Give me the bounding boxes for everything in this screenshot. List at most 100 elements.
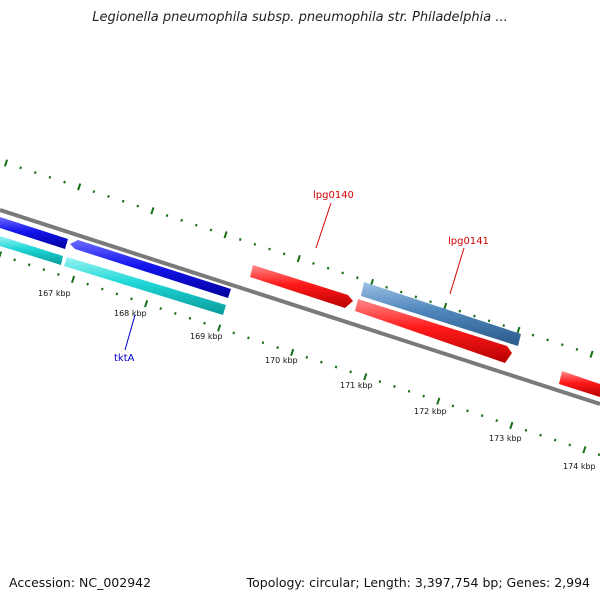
gene-features xyxy=(0,217,600,397)
kbp-labels: 167 kbp 168 kbp 169 kbp 170 kbp 171 kbp … xyxy=(38,289,596,471)
minor-tick xyxy=(27,263,31,267)
rna-feature[interactable] xyxy=(64,257,226,315)
minor-tick xyxy=(560,343,564,347)
minor-tick xyxy=(480,414,484,418)
minor-tick xyxy=(422,394,426,398)
backbone-line xyxy=(0,208,600,406)
major-tick xyxy=(3,159,9,167)
major-tick xyxy=(516,326,521,334)
gene-label-lpg0141[interactable]: lpg0141 xyxy=(448,236,489,247)
minor-tick xyxy=(48,175,52,179)
minor-tick xyxy=(531,333,535,337)
kbp-label: 171 kbp xyxy=(340,381,373,390)
major-tick xyxy=(70,275,76,283)
rna-feature[interactable] xyxy=(0,236,63,265)
minor-tick xyxy=(232,331,236,335)
minor-tick xyxy=(130,297,133,301)
major-tick xyxy=(509,421,514,430)
major-tick xyxy=(363,373,368,381)
minor-tick xyxy=(553,438,557,442)
leader-line xyxy=(449,247,465,295)
minor-tick xyxy=(247,336,250,340)
topology-summary: Topology: circular; Length: 3,397,754 bp… xyxy=(246,575,590,590)
minor-tick xyxy=(194,223,198,227)
minor-tick xyxy=(115,292,119,296)
minor-tick xyxy=(487,319,491,323)
minor-tick xyxy=(13,258,16,262)
kbp-label: 173 kbp xyxy=(489,434,522,443)
accession-text: Accession: NC_002942 xyxy=(9,575,152,590)
minor-tick xyxy=(57,273,60,276)
major-tick xyxy=(296,254,301,263)
major-tick xyxy=(582,446,587,454)
major-tick xyxy=(77,183,82,191)
gene-labels: lpg0140 lpg0141 tktA xyxy=(114,190,489,364)
minor-tick xyxy=(100,287,104,291)
kbp-label: 172 kbp xyxy=(414,407,447,416)
major-tick xyxy=(144,300,149,308)
kbp-label: 174 kbp xyxy=(563,462,596,471)
minor-tick xyxy=(268,247,271,251)
major-tick xyxy=(223,231,228,239)
kbp-label: 168 kbp xyxy=(114,309,147,318)
kbp-label: 170 kbp xyxy=(265,356,298,365)
lpg0141-feature[interactable] xyxy=(361,282,521,346)
minor-tick xyxy=(502,324,506,328)
minor-tick xyxy=(312,261,315,265)
minor-tick xyxy=(429,300,432,304)
minor-tick xyxy=(282,252,286,256)
major-tick xyxy=(150,207,155,215)
major-tick xyxy=(217,324,222,332)
minor-tick xyxy=(378,380,382,384)
minor-tick xyxy=(326,266,330,270)
minor-tick xyxy=(524,428,528,432)
leader-line xyxy=(124,314,136,351)
minor-tick xyxy=(209,228,213,232)
minor-tick xyxy=(92,190,96,194)
minor-tick xyxy=(253,242,257,246)
leader-line xyxy=(315,202,332,249)
minor-tick xyxy=(159,307,163,311)
kbp-label: 169 kbp xyxy=(190,332,223,341)
minor-tick xyxy=(261,341,265,345)
minor-tick xyxy=(458,309,462,313)
minor-tick xyxy=(473,314,476,318)
major-tick xyxy=(290,348,295,357)
minor-tick xyxy=(385,285,388,289)
minor-tick xyxy=(19,166,22,170)
kbp-label: 167 kbp xyxy=(38,289,71,298)
minor-tick xyxy=(42,268,46,272)
major-tick xyxy=(436,397,441,405)
forward-cds-feature[interactable] xyxy=(250,265,353,308)
minor-tick xyxy=(165,214,169,218)
minor-tick xyxy=(136,204,140,208)
major-tick xyxy=(589,350,594,358)
minor-tick xyxy=(393,385,396,388)
minor-tick xyxy=(495,419,499,423)
minor-tick xyxy=(466,409,469,413)
reverse-cds-feature[interactable] xyxy=(0,217,68,249)
gene-label-tkta[interactable]: tktA xyxy=(114,353,135,364)
minor-tick xyxy=(33,171,37,175)
minor-tick xyxy=(451,404,455,408)
gene-label-lpg0140[interactable]: lpg0140 xyxy=(313,190,354,201)
minor-tick xyxy=(188,316,192,320)
outer-tick-ruler xyxy=(3,159,594,358)
major-tick xyxy=(0,251,3,259)
minor-tick xyxy=(568,443,572,447)
minor-tick xyxy=(305,355,309,359)
minor-tick xyxy=(320,360,323,364)
minor-tick xyxy=(414,295,418,299)
minor-tick xyxy=(341,271,345,275)
minor-tick xyxy=(203,321,206,325)
minor-tick xyxy=(121,199,125,203)
minor-tick xyxy=(407,389,411,393)
minor-tick xyxy=(173,311,177,315)
inner-tick-ruler xyxy=(0,251,600,457)
minor-tick xyxy=(107,195,110,198)
minor-tick xyxy=(86,282,89,286)
forward-cds-feature[interactable] xyxy=(559,371,600,397)
reverse-cds-feature[interactable] xyxy=(70,240,231,298)
forward-cds-feature[interactable] xyxy=(355,299,512,363)
